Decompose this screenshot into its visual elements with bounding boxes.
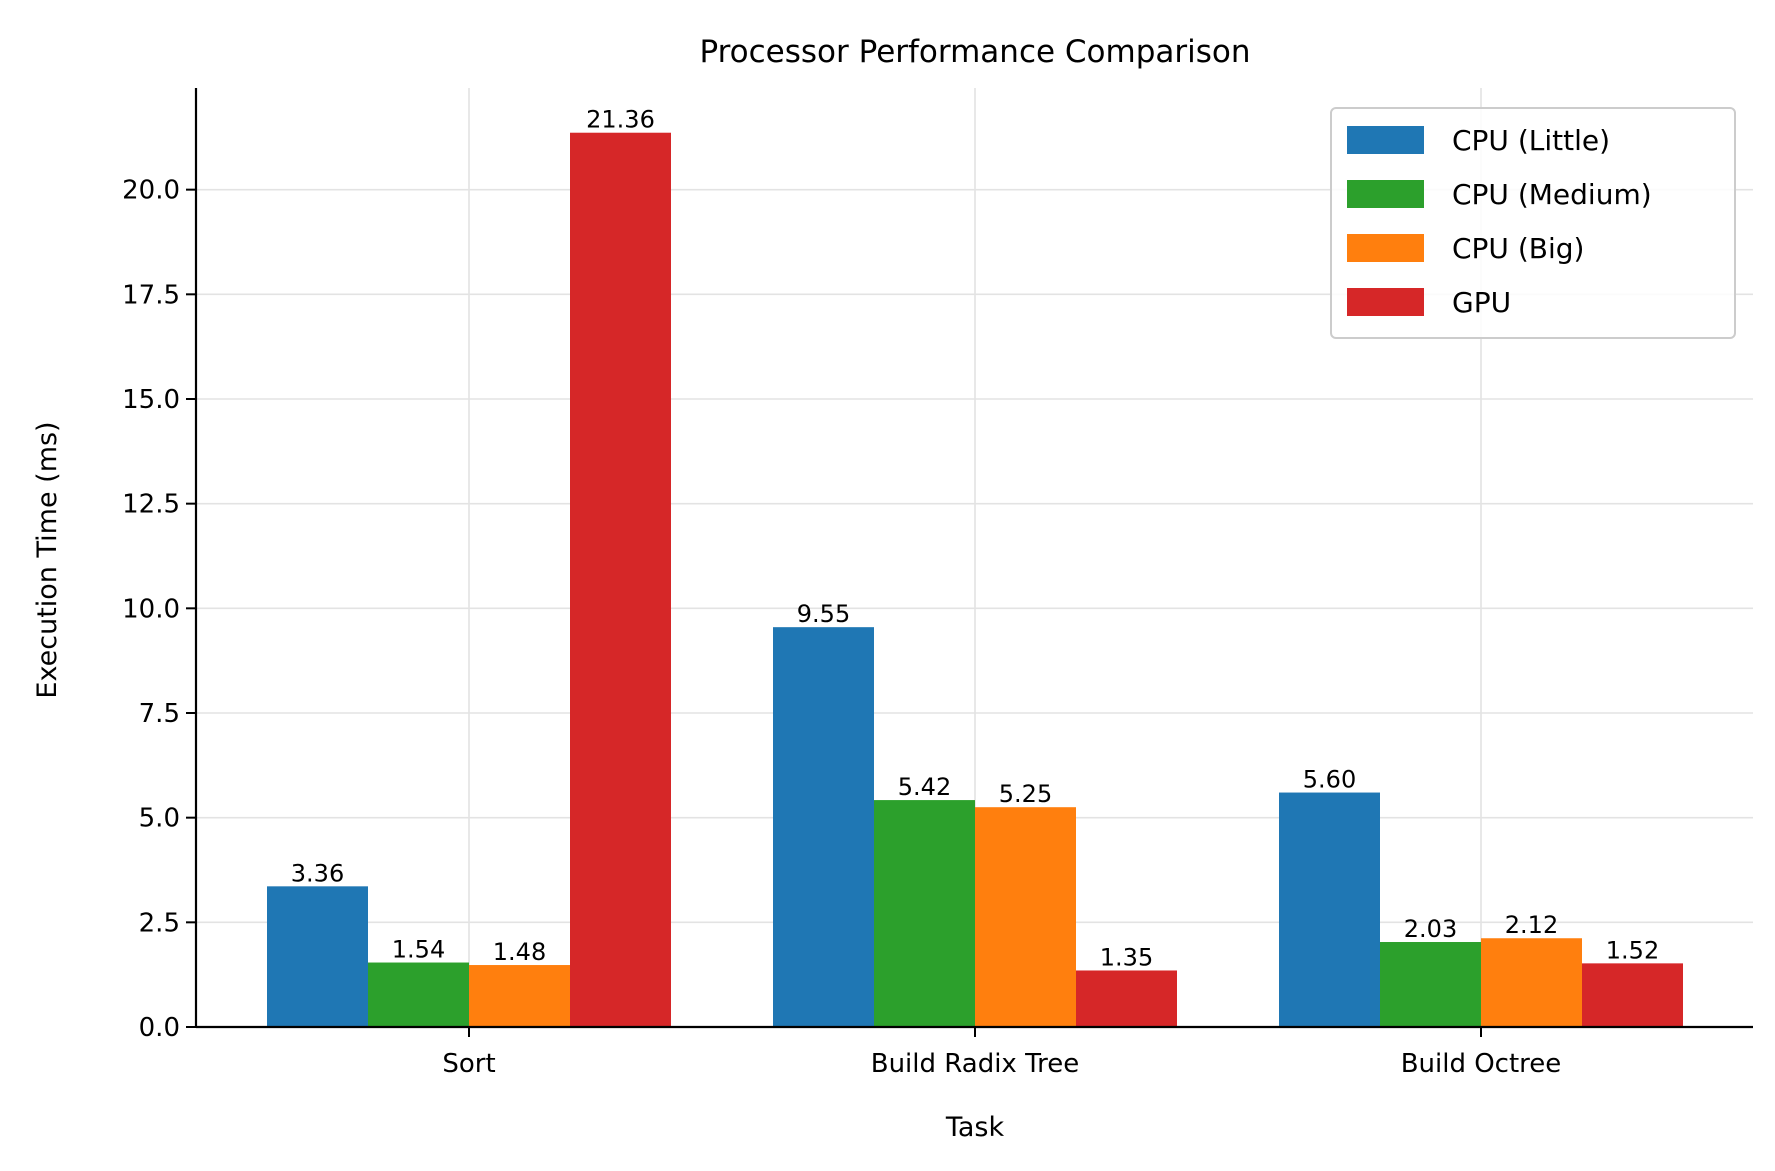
bar bbox=[874, 800, 975, 1027]
legend-swatch bbox=[1347, 288, 1424, 316]
legend-swatch bbox=[1347, 126, 1424, 154]
bar-value-label: 1.48 bbox=[493, 938, 546, 966]
y-tick-label: 17.5 bbox=[122, 280, 180, 310]
x-tick-label: Build Octree bbox=[1401, 1049, 1562, 1079]
bar-value-label: 5.60 bbox=[1303, 766, 1356, 794]
bar-value-label: 2.03 bbox=[1404, 915, 1457, 943]
bar-value-label: 3.36 bbox=[291, 859, 344, 887]
bar bbox=[570, 132, 671, 1027]
bar bbox=[1582, 963, 1683, 1027]
legend-swatch bbox=[1347, 234, 1424, 262]
ticks: 0.0 2.5 5.0 7.5 10.0 12.5 15.0 17.5 20.0 Sort Buil… bbox=[122, 176, 1561, 1079]
bar bbox=[975, 807, 1076, 1027]
bar bbox=[1481, 938, 1582, 1027]
bar bbox=[368, 962, 469, 1027]
y-tick-label: 20.0 bbox=[122, 176, 180, 206]
bars bbox=[267, 132, 1683, 1027]
legend-entry: GPU bbox=[1452, 286, 1511, 319]
legend: CPU (Little) CPU (Medium) CPU (Big) GPU bbox=[1330, 107, 1736, 339]
legend-box bbox=[1330, 107, 1736, 339]
y-axis-label: Execution Time (ms) bbox=[32, 421, 63, 698]
bar-value-label: 5.25 bbox=[999, 780, 1052, 808]
y-tick-label: 0.0 bbox=[139, 1013, 180, 1043]
x-tick-label: Sort bbox=[442, 1049, 495, 1079]
legend-entry: CPU (Little) bbox=[1452, 124, 1610, 157]
bar-value-label: 21.36 bbox=[586, 106, 655, 134]
y-tick-label: 10.0 bbox=[122, 594, 180, 624]
bar-value-label: 2.12 bbox=[1505, 911, 1558, 939]
x-axis-label: Task bbox=[945, 1112, 1005, 1143]
bar bbox=[469, 965, 570, 1027]
x-tick-label: Build Radix Tree bbox=[871, 1049, 1080, 1079]
chart-title: Processor Performance Comparison bbox=[699, 34, 1250, 70]
bar bbox=[267, 886, 368, 1027]
bar bbox=[1279, 792, 1380, 1027]
bar-value-label: 1.52 bbox=[1606, 936, 1659, 964]
bar-value-label: 5.42 bbox=[898, 773, 951, 801]
legend-entry: CPU (Big) bbox=[1452, 232, 1584, 265]
y-tick-label: 5.0 bbox=[139, 804, 180, 834]
y-tick-label: 2.5 bbox=[139, 908, 180, 938]
bar-value-label: 9.55 bbox=[797, 600, 850, 628]
data-labels: 3.36 9.55 5.60 1.54 5.42 2.03 1.48 5.25 2.12 21.3… bbox=[291, 106, 1659, 972]
bar bbox=[1380, 942, 1481, 1027]
bar-value-label: 1.54 bbox=[392, 936, 445, 964]
y-tick-label: 15.0 bbox=[122, 385, 180, 415]
bar bbox=[773, 627, 874, 1027]
y-tick-label: 7.5 bbox=[139, 699, 180, 729]
legend-swatch bbox=[1347, 180, 1424, 208]
legend-entry: CPU (Medium) bbox=[1452, 178, 1652, 211]
bar-value-label: 1.35 bbox=[1100, 943, 1153, 971]
y-tick-label: 12.5 bbox=[122, 490, 180, 520]
bar bbox=[1076, 970, 1177, 1027]
